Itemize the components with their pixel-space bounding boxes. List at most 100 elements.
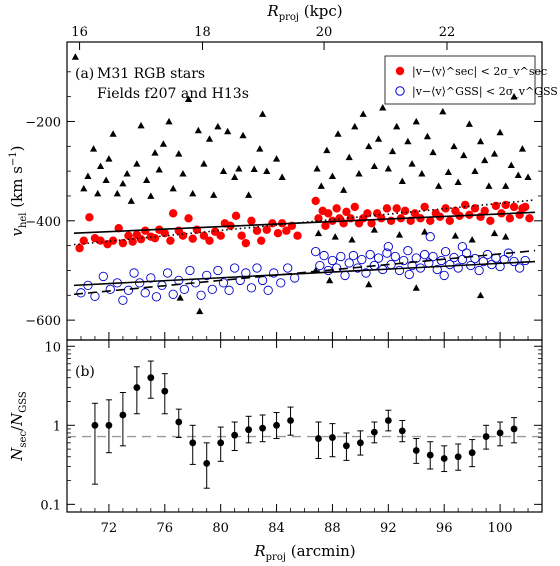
gss-star-point (218, 278, 229, 288)
other-star-point (235, 165, 243, 172)
sec-star-point (410, 209, 420, 218)
gss-star-point (105, 284, 115, 294)
legend-marker-gss (395, 86, 405, 96)
other-star-point (328, 172, 337, 179)
other-star-point (476, 291, 485, 299)
gss-star-point (344, 258, 354, 268)
ratio-point (454, 453, 462, 461)
fit-line-dashed (73, 249, 536, 296)
sec-star-point (262, 225, 271, 234)
legend-label-gss: |v−⟨v⟩^GSS| < 2σ_v^GSS (412, 85, 558, 99)
top-tick-label: 18 (194, 25, 211, 40)
panel-a-title-1: M31 RGB stars (97, 66, 205, 82)
gss-star-point (419, 249, 430, 260)
panel-a-ylabel: vhel (km s−1) (8, 145, 29, 236)
other-star-point (439, 107, 447, 115)
other-star-point (388, 147, 397, 155)
legend-box (384, 55, 536, 105)
panel-a-title-2: Fields f207 and H13s (97, 86, 249, 102)
ratio-point (245, 426, 253, 434)
gss-star-point (98, 271, 108, 282)
other-star-point (340, 186, 348, 193)
x-tick-label: 84 (268, 521, 285, 536)
ratio-point (370, 428, 378, 436)
x-tick-label: 72 (101, 521, 118, 536)
other-star-point (465, 120, 473, 127)
sec-star-point (136, 234, 146, 244)
other-star-point (123, 170, 131, 177)
other-star-point (418, 170, 426, 177)
sec-star-point (199, 231, 209, 240)
other-star-point (510, 93, 518, 100)
ratio-point (147, 374, 155, 382)
other-star-point (175, 150, 183, 157)
sec-star-point (124, 231, 133, 240)
gss-star-point (336, 251, 346, 262)
gss-star-point (357, 254, 367, 265)
other-star-point (179, 170, 187, 177)
sec-star-point (205, 236, 214, 245)
sec-star-point (75, 243, 84, 253)
other-star-point (169, 184, 177, 192)
sec-star-point (505, 214, 515, 223)
gss-star-point (276, 278, 286, 288)
gss-star-point (383, 241, 393, 252)
sec-star-point (231, 211, 241, 221)
sec-star-point (518, 204, 527, 213)
ratio-point (510, 425, 518, 433)
gss-star-point (403, 245, 413, 256)
other-star-point (258, 110, 267, 117)
other-star-point (460, 151, 468, 159)
other-star-point (71, 53, 79, 60)
other-star-point (421, 228, 429, 235)
ratio-point (412, 447, 420, 454)
other-star-point (263, 167, 271, 175)
sec-star-point (426, 216, 435, 225)
legend-marker-sec (395, 66, 405, 76)
ratio-point (356, 439, 364, 447)
y-tick-label-b: 10 (44, 340, 61, 355)
gss-star-point (315, 260, 325, 271)
other-star-point (84, 172, 92, 179)
other-star-point (147, 192, 155, 199)
other-star-point (404, 137, 412, 145)
other-star-point (412, 284, 420, 291)
gss-star-point (394, 265, 405, 276)
other-star-point (370, 226, 378, 233)
sec-star-point (342, 207, 351, 217)
ratio-point (468, 449, 476, 457)
other-star-point (398, 177, 406, 184)
sec-star-point (509, 202, 519, 212)
y-tick-label-a: −200 (25, 115, 61, 130)
other-star-point (159, 140, 167, 147)
gss-star-point (425, 232, 435, 242)
sec-star-point (293, 231, 302, 240)
other-star-point (379, 103, 387, 111)
gss-star-point (263, 285, 273, 295)
sec-star-point (256, 236, 266, 245)
other-star-point (176, 294, 184, 301)
gss-star-point (340, 270, 350, 281)
sec-star-point (79, 236, 88, 245)
other-star-point (165, 117, 173, 125)
other-star-point (200, 160, 208, 167)
other-star-point (151, 149, 159, 156)
legend-label-sec: |v−⟨v⟩^sec| < 2σ_v^sec (412, 65, 547, 79)
x-tick-label: 76 (157, 521, 174, 536)
ratio-point (287, 417, 294, 424)
other-star-point (334, 130, 342, 137)
gss-star-point (404, 269, 414, 280)
other-star-point (496, 128, 504, 136)
y-tick-label-a: −600 (25, 314, 61, 329)
gss-star-point (202, 270, 212, 281)
other-star-point (250, 165, 258, 173)
other-star-point (143, 176, 151, 183)
other-star-point (331, 233, 339, 240)
sec-star-point (400, 206, 410, 216)
ratio-point (384, 417, 392, 424)
gss-star-point (162, 268, 173, 278)
other-star-point (317, 182, 325, 189)
sec-star-point (324, 209, 333, 218)
sec-star-point (273, 229, 283, 238)
gss-star-point (76, 288, 86, 298)
